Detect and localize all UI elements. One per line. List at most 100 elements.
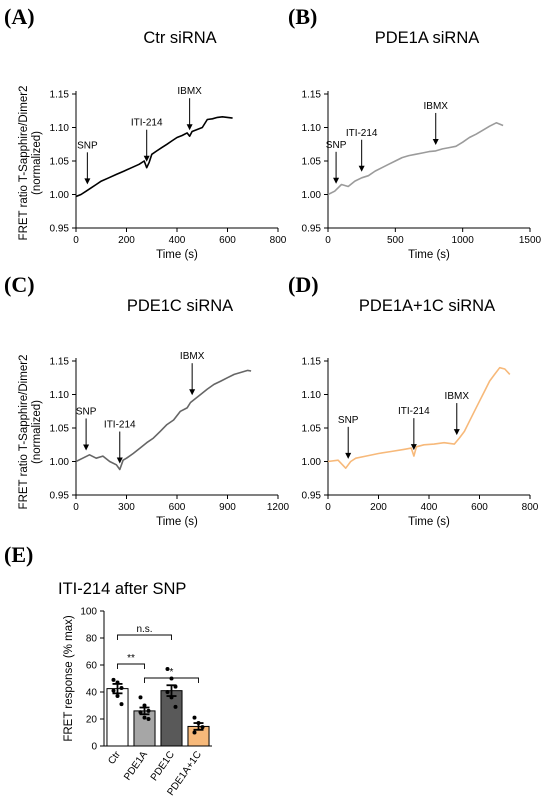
- data-point: [142, 715, 147, 720]
- data-point: [142, 703, 147, 708]
- y-tick-label: 1.15: [50, 90, 70, 101]
- arrow-head: [358, 165, 365, 172]
- arrow-head: [143, 155, 150, 162]
- chart-title: Ctr siRNA: [143, 29, 216, 47]
- y-tick-label: 1.00: [302, 190, 322, 201]
- y-tick-label: 100: [80, 607, 97, 618]
- series-line: [75, 369, 252, 471]
- x-tick-label: Ctr: [106, 749, 123, 767]
- y-tick-label: 1.10: [302, 390, 322, 401]
- x-tick-label: PDE1A: [122, 749, 150, 782]
- y-tick-label: 1.00: [302, 457, 322, 468]
- arrow-head: [333, 177, 340, 184]
- data-point: [192, 730, 197, 735]
- data-point: [138, 710, 143, 715]
- y-tick-label: 1.05: [302, 157, 322, 168]
- event-marker-iti-214: ITI-214: [131, 118, 163, 162]
- y-tick-label: 1.10: [50, 390, 70, 401]
- event-marker-snp: SNP: [338, 415, 359, 459]
- panel-label: (C): [4, 272, 35, 297]
- significance-label: *: [170, 667, 174, 678]
- event-label: IBMX: [180, 351, 205, 362]
- arrow-head: [453, 429, 460, 436]
- x-tick-label: 600: [471, 502, 488, 513]
- significance-label: **: [127, 653, 135, 664]
- y-tick-label: 1.00: [50, 457, 70, 468]
- y-tick-label: 1.05: [50, 157, 70, 168]
- x-tick-label: 400: [169, 235, 186, 246]
- arrow-head: [186, 124, 193, 131]
- y-tick-label: 1.15: [50, 357, 70, 368]
- y-tick-label: 40: [86, 688, 98, 699]
- y-tick-label: 0.95: [50, 491, 70, 502]
- data-point: [119, 685, 124, 690]
- x-tick-label: 1500: [519, 235, 542, 246]
- significance-label: n.s.: [136, 624, 152, 635]
- y-tick-label: 1.10: [50, 123, 70, 134]
- x-tick-label: 400: [421, 502, 438, 513]
- x-axis-label: Time (s): [408, 516, 450, 528]
- arrow-head: [116, 457, 123, 464]
- event-label: ITI-214: [398, 406, 430, 417]
- x-tick-label: 500: [387, 235, 404, 246]
- panel-C: (C) PDE1C siRNA 0.95 1.00 1.05 1.10 1.15 0 300 60…: [4, 272, 290, 528]
- significance-bracket: [117, 663, 145, 669]
- shared-ylabel-top-line2: (normalized): [31, 131, 43, 195]
- x-axis-label: Time (s): [408, 249, 450, 261]
- chart-title: PDE1A+1C siRNA: [359, 297, 495, 315]
- data-point: [146, 708, 151, 713]
- data-point: [192, 715, 197, 720]
- x-tick-label: 800: [270, 235, 287, 246]
- arrow-head: [83, 444, 90, 451]
- data-point: [169, 695, 174, 700]
- series-line: [327, 122, 504, 196]
- data-point: [115, 680, 120, 685]
- y-tick-label: 20: [86, 715, 98, 726]
- event-label: ITI-214: [131, 118, 163, 129]
- event-label: IBMX: [177, 86, 202, 97]
- event-label: SNP: [77, 140, 98, 151]
- x-tick-label: 300: [118, 502, 135, 513]
- event-marker-ibmx: IBMX: [177, 86, 202, 131]
- y-tick-label: 1.15: [302, 357, 322, 368]
- data-point: [173, 684, 178, 689]
- panel-D: (D) PDE1A+1C siRNA 0.95 1.00 1.05 1.10 1.15 0 20…: [288, 272, 539, 528]
- data-point: [200, 725, 205, 730]
- event-marker-snp: SNP: [326, 140, 347, 184]
- x-tick-label: 600: [219, 235, 236, 246]
- panel-B: (B) PDE1A siRNA 0.95 1.00 1.05 1.10 1.15 0 500 10…: [288, 4, 542, 261]
- panel-label: (E): [4, 542, 33, 567]
- data-point: [173, 704, 178, 709]
- event-label: ITI-214: [346, 128, 378, 139]
- significance-bracket: [117, 634, 172, 640]
- y-tick-label: 0.95: [50, 224, 70, 235]
- x-tick-label: 0: [325, 235, 331, 246]
- panel-label: (A): [4, 4, 35, 29]
- event-marker-iti-214: ITI-214: [346, 128, 378, 172]
- x-tick-label: 0: [73, 502, 79, 513]
- arrow-head: [410, 444, 417, 451]
- event-marker-snp: SNP: [76, 406, 97, 451]
- event-marker-snp: SNP: [77, 140, 98, 185]
- y-tick-label: 0.95: [302, 491, 322, 502]
- event-marker-ibmx: IBMX: [180, 351, 205, 396]
- event-marker-ibmx: IBMX: [445, 391, 470, 436]
- arrow-head: [189, 389, 196, 396]
- significance-bracket: [144, 677, 199, 683]
- event-marker-ibmx: IBMX: [424, 101, 448, 145]
- event-label: IBMX: [445, 391, 470, 402]
- y-tick-label: 1.05: [302, 424, 322, 435]
- x-tick-label: PDE1C: [149, 749, 177, 783]
- y-tick-label: 1.00: [50, 190, 70, 201]
- data-point: [165, 690, 170, 694]
- data-point: [119, 702, 124, 707]
- arrow-head: [432, 138, 439, 145]
- x-tick-label: 200: [118, 235, 135, 246]
- panel-A: (A) Ctr siRNA 0.95 1.00 1.05 1.10 1.15 0 200 400 6…: [4, 4, 287, 261]
- event-label: SNP: [326, 140, 347, 151]
- y-tick-label: 0: [91, 742, 97, 753]
- shared-ylabel-bottom-line1: FRET ratio T-Sapphire/Dimer2: [18, 355, 30, 510]
- x-tick-label: 200: [370, 502, 387, 513]
- data-point: [111, 688, 116, 693]
